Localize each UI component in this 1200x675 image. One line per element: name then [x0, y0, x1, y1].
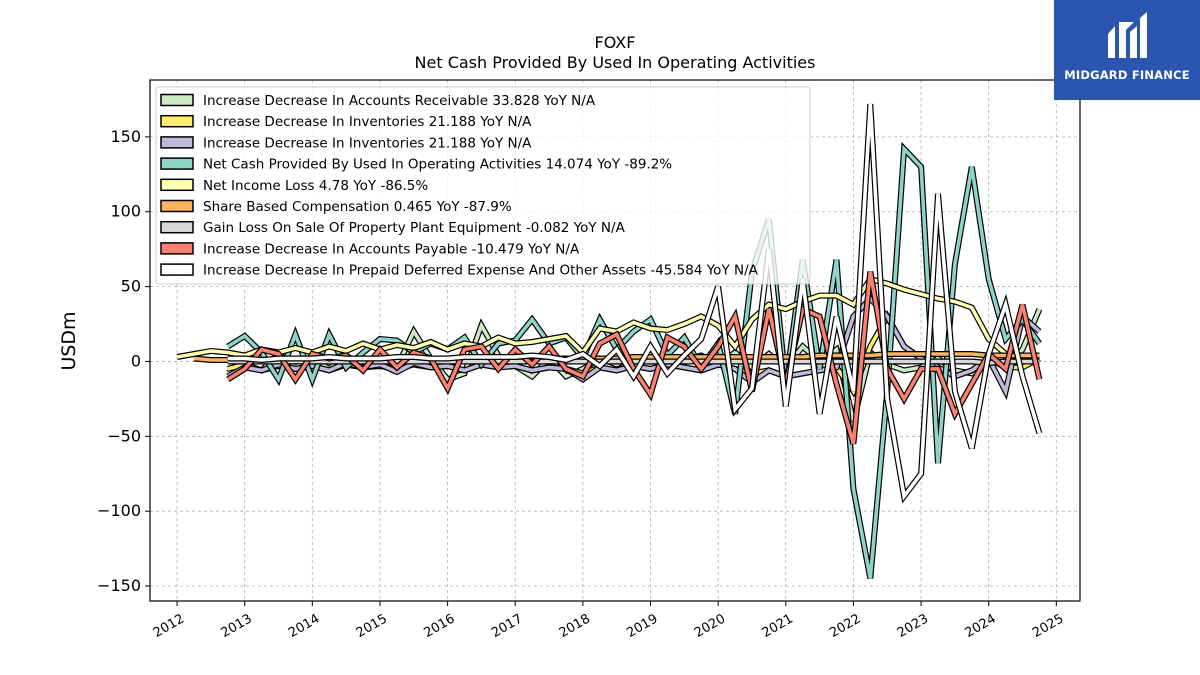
legend-entry: Gain Loss On Sale Of Property Plant Equi…	[203, 220, 626, 236]
y-tick-label: 0	[131, 351, 141, 370]
legend-swatch	[160, 199, 194, 213]
x-tick-label: 2012	[151, 611, 187, 641]
series-line	[226, 271, 1043, 445]
legend-swatch	[160, 242, 194, 255]
y-tick-label: 50	[121, 277, 141, 296]
y-axis-label: USDm	[58, 311, 80, 370]
legend-swatch	[160, 263, 194, 276]
legend-swatch	[160, 136, 194, 149]
y-tick-label: −150	[97, 576, 141, 595]
y-tick-label: 150	[110, 127, 141, 146]
x-tick-label: 2017	[489, 611, 525, 641]
series-line-stroke	[226, 144, 1041, 579]
legend-entry: Increase Decrease In Prepaid Deferred Ex…	[203, 263, 759, 279]
series-line	[176, 275, 1040, 360]
chart-subtitle: Net Cash Provided By Used In Operating A…	[415, 53, 816, 72]
legend-swatch	[160, 157, 194, 170]
series-line-stroke	[226, 271, 1042, 445]
x-tick-label: 2018	[557, 611, 593, 641]
x-tick-label: 2024	[963, 611, 999, 641]
legend-entry: Share Based Compensation 0.465 YoY -87.9…	[203, 199, 512, 215]
brand-logo: MIDGARD FINANCE	[1054, 0, 1200, 100]
y-tick-label: −100	[97, 501, 141, 520]
x-tick-label: 2013	[219, 611, 255, 641]
legend-swatch	[160, 93, 194, 107]
y-axis: −150 −100 −50 0 50 100 150	[97, 127, 150, 595]
series-line-stroke	[227, 103, 1042, 501]
brand-mark-icon	[1108, 12, 1147, 58]
series-group	[176, 103, 1043, 580]
series-line-stroke	[176, 277, 1040, 359]
legend-entry: Net Income Loss 4.78 YoY -86.5%	[203, 178, 428, 194]
chart-title: FOXF	[595, 33, 636, 52]
series-line	[227, 103, 1043, 504]
x-tick-label: 2014	[286, 611, 322, 641]
x-tick-label: 2020	[692, 611, 728, 641]
x-tick-label: 2016	[421, 611, 457, 641]
legend-swatch	[160, 114, 194, 128]
x-tick-label: 2021	[760, 611, 796, 641]
x-axis: 2012 2013 2014 2015 2016 2017 2018 2019 2020 2021…	[151, 601, 1066, 641]
x-tick-label: 2025	[1030, 611, 1066, 641]
legend-entry: Increase Decrease In Inventories 21.188 …	[203, 135, 532, 151]
x-tick-label: 2023	[895, 611, 931, 641]
brand-name: MIDGARD FINANCE	[1064, 68, 1190, 82]
x-tick-label: 2015	[354, 611, 390, 641]
x-tick-label: 2022	[827, 611, 863, 641]
legend-entry: Increase Decrease In Accounts Receivable…	[203, 93, 596, 109]
plot-frame	[149, 79, 1081, 602]
x-tick-label: 2019	[624, 611, 660, 641]
legend-entry: Increase Decrease In Inventories 21.188 …	[203, 114, 532, 130]
legend: Increase Decrease In Accounts Receivable…	[155, 86, 811, 285]
legend-box	[155, 86, 811, 285]
legend-swatch	[160, 178, 194, 192]
legend-entry: Increase Decrease In Accounts Payable -1…	[203, 241, 580, 257]
legend-swatch	[160, 220, 194, 234]
series-line	[226, 141, 1042, 580]
legend-entry: Net Cash Provided By Used In Operating A…	[203, 157, 672, 173]
y-tick-label: 100	[110, 202, 141, 221]
y-tick-label: −50	[107, 426, 141, 445]
